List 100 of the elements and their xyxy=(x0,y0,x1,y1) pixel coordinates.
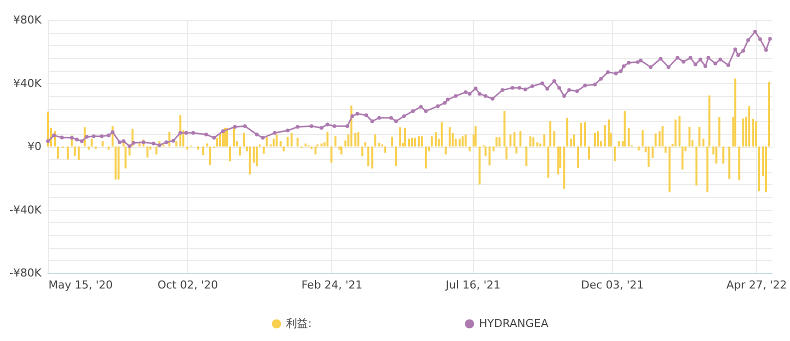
x-tick-label: Dec 03, '21 xyxy=(580,278,644,292)
bar xyxy=(282,146,285,152)
bar xyxy=(715,146,718,164)
y-tick-label: ¥0 xyxy=(28,140,42,153)
bar xyxy=(752,118,754,146)
bar xyxy=(146,146,148,158)
bar xyxy=(326,132,328,146)
bar xyxy=(570,138,572,146)
bar xyxy=(702,138,704,146)
bar xyxy=(492,146,495,152)
bar xyxy=(340,146,342,154)
bar xyxy=(410,138,413,146)
bar xyxy=(648,146,650,167)
bar xyxy=(513,132,516,146)
y-tick-label: ¥80K xyxy=(13,14,42,26)
bar xyxy=(114,146,117,180)
bar xyxy=(46,112,49,146)
bar xyxy=(420,136,423,146)
bar xyxy=(206,143,208,146)
bar xyxy=(614,146,616,162)
bar xyxy=(628,128,630,146)
bar xyxy=(462,136,464,146)
bar xyxy=(391,136,394,146)
bar xyxy=(688,126,690,146)
bar xyxy=(755,121,758,146)
x-tick-label: Jul 16, '21 xyxy=(444,278,501,292)
legend-label: HYDRANGEA xyxy=(479,316,549,330)
bar xyxy=(563,146,566,189)
bar xyxy=(202,146,204,156)
bar xyxy=(304,143,307,146)
bar xyxy=(56,146,59,159)
y-tick-label: ¥40K xyxy=(13,76,42,90)
bar xyxy=(430,136,433,146)
bar xyxy=(378,142,380,146)
bar xyxy=(573,134,576,146)
bar xyxy=(505,146,508,160)
bar xyxy=(728,146,730,179)
bar xyxy=(539,143,542,146)
bar xyxy=(681,146,684,170)
bar xyxy=(654,134,657,146)
bar xyxy=(314,146,317,154)
bar xyxy=(618,141,620,146)
y-tick-label: -¥80K xyxy=(9,266,42,280)
bar xyxy=(698,126,700,146)
bar xyxy=(434,132,437,146)
bar xyxy=(484,146,487,156)
bar xyxy=(738,146,740,180)
bar xyxy=(748,106,750,146)
bar xyxy=(272,138,275,146)
bar xyxy=(529,136,532,146)
bar xyxy=(266,136,268,146)
bar xyxy=(468,146,471,152)
bar xyxy=(547,146,550,178)
bar xyxy=(584,122,586,146)
bar xyxy=(118,146,120,180)
bar xyxy=(197,146,200,150)
bar xyxy=(216,138,218,146)
bar xyxy=(175,141,178,146)
bar xyxy=(334,136,336,146)
bar xyxy=(414,138,416,146)
bar xyxy=(66,146,69,160)
bar xyxy=(444,146,447,154)
bar xyxy=(186,146,188,150)
bar xyxy=(124,146,127,168)
bar xyxy=(367,146,370,166)
bar xyxy=(722,146,724,164)
bar xyxy=(248,146,251,174)
bar xyxy=(242,132,245,146)
bar xyxy=(78,146,80,160)
bar xyxy=(488,146,491,166)
bar xyxy=(448,127,451,146)
bar xyxy=(638,146,640,150)
bar xyxy=(768,82,770,146)
bar xyxy=(536,142,538,146)
bar xyxy=(464,134,467,146)
bar xyxy=(604,125,606,146)
bar xyxy=(399,127,402,146)
bar xyxy=(108,146,110,150)
bar xyxy=(361,146,364,156)
bar xyxy=(577,146,580,168)
bar xyxy=(596,131,599,146)
bar xyxy=(662,126,664,146)
bar xyxy=(515,146,518,154)
bar xyxy=(458,138,461,146)
bar xyxy=(102,141,104,146)
bar xyxy=(395,146,398,166)
bar xyxy=(543,134,546,146)
bar xyxy=(734,78,736,146)
bar xyxy=(557,146,560,174)
bar xyxy=(549,121,552,146)
bar xyxy=(706,146,708,192)
bar xyxy=(553,131,556,146)
bar xyxy=(588,146,590,160)
bar xyxy=(624,111,626,146)
bar xyxy=(408,138,410,146)
bar xyxy=(674,119,677,146)
bar xyxy=(88,146,90,150)
bar xyxy=(440,122,443,146)
bar xyxy=(668,146,671,192)
bar xyxy=(357,132,360,146)
